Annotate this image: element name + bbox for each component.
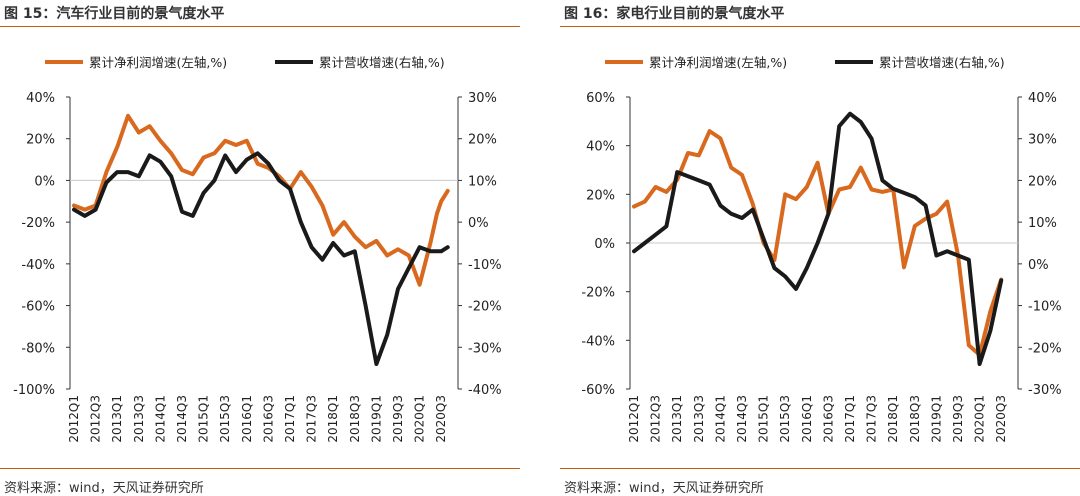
chart-panel-appliance: 图 16：家电行业目前的景气度水平 累计净利润增速(左轴,%) 累计营收增速(右轴… [560, 0, 1080, 496]
x-axis-tick-label: 2020Q3 [434, 395, 448, 443]
left-axis-tick-label: 20% [586, 188, 615, 203]
x-axis-tick-label: 2019Q1 [929, 395, 943, 443]
source-note: 资料来源：wind，天风证券研究所 [4, 481, 204, 496]
right-axis-tick-label: 0% [1028, 258, 1049, 273]
bottom-rule [560, 468, 1080, 469]
x-axis-tick-label: 2017Q3 [865, 395, 879, 443]
x-axis-tick-label: 2012Q3 [649, 395, 663, 443]
left-axis-tick-label: 20% [26, 133, 55, 148]
title-rule [560, 26, 1080, 27]
right-axis-tick-label: 10% [468, 174, 497, 189]
x-axis-tick-label: 2017Q1 [283, 395, 297, 443]
x-axis-tick-label: 2016Q3 [261, 395, 275, 443]
x-axis-tick-label: 2015Q1 [197, 395, 211, 443]
x-axis-tick-label: 2013Q1 [110, 395, 124, 443]
legend-label-revenue: 累计营收增速(右轴,%) [319, 55, 445, 70]
series-line-net-profit [632, 129, 1004, 357]
right-axis-tick-label: -10% [1028, 300, 1062, 315]
x-axis-tick-label: 2020Q1 [973, 395, 987, 443]
chart-panel-auto: 图 15：汽车行业目前的景气度水平 累计净利润增速(左轴,%) 累计营收增速(右轴… [0, 0, 520, 496]
series-line-revenue [72, 151, 450, 366]
x-axis-tick-label: 2012Q1 [67, 395, 81, 443]
x-axis-tick-label: 2017Q3 [305, 395, 319, 443]
right-axis-tick-label: -30% [1028, 383, 1062, 398]
right-axis-tick-label: 20% [468, 133, 497, 148]
x-axis-tick-label: 2020Q1 [413, 395, 427, 443]
right-axis-tick-label: 30% [1028, 133, 1057, 148]
x-axis-tick-label: 2018Q1 [886, 395, 900, 443]
right-axis-tick-label: 20% [1028, 174, 1057, 189]
legend-label-net-profit: 累计净利润增速(左轴,%) [649, 55, 787, 70]
right-axis-tick-label: -30% [468, 341, 502, 356]
x-axis-tick-label: 2014Q3 [735, 395, 749, 443]
left-axis-tick-label: -60% [21, 300, 55, 315]
right-axis-tick-label: 10% [1028, 216, 1057, 231]
right-axis-tick-label: -40% [468, 383, 502, 398]
right-axis-tick-label: -20% [468, 300, 502, 315]
left-axis-tick-label: 0% [34, 174, 55, 189]
left-axis-tick-label: -60% [581, 383, 615, 398]
left-axis-tick-label: -20% [581, 286, 615, 301]
x-axis-tick-label: 2014Q1 [153, 395, 167, 443]
x-axis-tick-label: 2020Q3 [994, 395, 1008, 443]
x-axis-tick-label: 2018Q3 [348, 395, 362, 443]
legend-label-revenue: 累计营收增速(右轴,%) [879, 55, 1005, 70]
left-axis-tick-label: 0% [594, 237, 615, 252]
x-axis-tick-label: 2016Q3 [821, 395, 835, 443]
x-axis-tick-label: 2018Q1 [326, 395, 340, 443]
x-axis-tick-label: 2018Q3 [908, 395, 922, 443]
x-axis-tick-label: 2013Q3 [132, 395, 146, 443]
x-axis-tick-label: 2016Q1 [240, 395, 254, 443]
left-axis-tick-label: -80% [21, 341, 55, 356]
auto-industry-chart: 累计净利润增速(左轴,%) 累计营收增速(右轴,%) 40% 20% 0% -20% -40… [13, 55, 502, 443]
x-axis-tick-label: 2012Q3 [89, 395, 103, 443]
x-axis-tick-label: 2019Q3 [391, 395, 405, 443]
bottom-rule [0, 468, 520, 469]
right-axis-tick-label: -20% [1028, 341, 1062, 356]
right-axis-tick-label: 30% [468, 91, 497, 106]
series-line-revenue [632, 111, 1004, 366]
left-axis-tick-label: -20% [21, 216, 55, 231]
chart-title: 图 15：汽车行业目前的景气度水平 [4, 6, 225, 22]
x-axis-tick-label: 2013Q1 [670, 395, 684, 443]
chart-title: 图 16：家电行业目前的景气度水平 [564, 6, 785, 22]
left-axis-tick-label: 60% [586, 91, 615, 106]
legend-label-net-profit: 累计净利润增速(左轴,%) [89, 55, 227, 70]
right-axis-tick-label: 40% [1028, 91, 1057, 106]
source-note: 资料来源：wind，天风证券研究所 [564, 481, 764, 496]
x-axis-tick-label: 2013Q3 [692, 395, 706, 443]
appliance-industry-chart: 累计净利润增速(左轴,%) 累计营收增速(右轴,%) 60% 40% 20% 0% -20%… [581, 55, 1062, 443]
x-axis-tick-label: 2014Q3 [175, 395, 189, 443]
series-line-net-profit [72, 113, 450, 287]
x-axis-tick-label: 2015Q1 [757, 395, 771, 443]
left-axis-tick-label: -100% [13, 383, 55, 398]
x-axis-tick-label: 2015Q3 [218, 395, 232, 443]
x-axis-tick-label: 2012Q1 [627, 395, 641, 443]
x-axis-tick-label: 2014Q1 [713, 395, 727, 443]
left-axis-tick-label: 40% [586, 140, 615, 155]
x-axis-tick-label: 2017Q1 [843, 395, 857, 443]
x-axis-tick-label: 2019Q1 [369, 395, 383, 443]
right-axis-tick-label: 0% [468, 216, 489, 231]
title-rule [0, 26, 520, 27]
x-axis-tick-label: 2016Q1 [800, 395, 814, 443]
left-axis-tick-label: -40% [581, 334, 615, 349]
left-axis-tick-label: -40% [21, 258, 55, 273]
x-axis-tick-label: 2019Q3 [951, 395, 965, 443]
x-axis-tick-label: 2015Q3 [778, 395, 792, 443]
left-axis-tick-label: 40% [26, 91, 55, 106]
right-axis-tick-label: -10% [468, 258, 502, 273]
